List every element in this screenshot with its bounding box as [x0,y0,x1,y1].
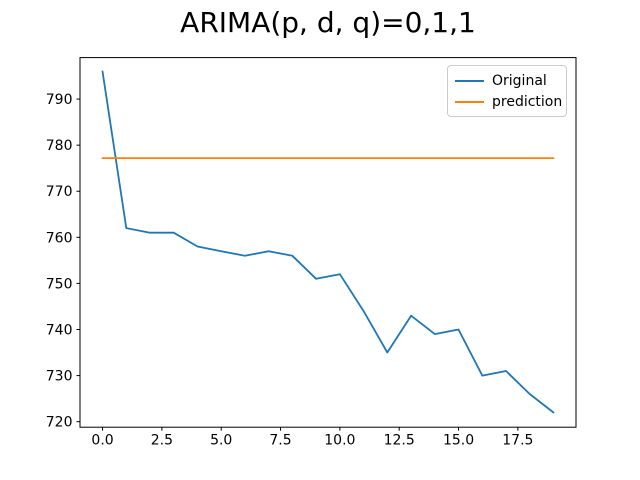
prediction-line-swatch [455,100,484,103]
y-tick-label: 740 [46,323,73,339]
legend-label-prediction: prediction [492,93,563,110]
original-series-line [101,70,555,414]
x-tick-label: 12.5 [384,433,415,449]
x-tick-label: 2.5 [151,433,173,449]
y-tick-label: 770 [46,184,73,200]
y-tick-label: 720 [46,415,73,431]
y-tick-label: 790 [46,92,73,108]
legend-label-original: Original [492,72,547,89]
x-tick-label: 10.0 [324,433,355,449]
x-tick-label: 17.5 [502,433,533,449]
y-tick-label: 760 [46,230,73,246]
x-tick-label: 5.0 [210,433,232,449]
chart-title: ARIMA(p, d, q)=0,1,1 [180,6,476,39]
legend-item-original: Original [455,70,560,91]
x-tick-label: 0.0 [91,433,113,449]
axes-frame [79,57,577,428]
original-line-swatch [455,79,484,82]
y-tick-label: 730 [46,369,73,385]
x-tick-label: 15.0 [443,433,474,449]
y-tick-label: 780 [46,138,73,154]
legend-item-prediction: prediction [455,91,563,112]
y-tick-label: 750 [46,276,73,292]
x-tick-label: 7.5 [269,433,291,449]
legend: Original prediction [447,65,567,117]
